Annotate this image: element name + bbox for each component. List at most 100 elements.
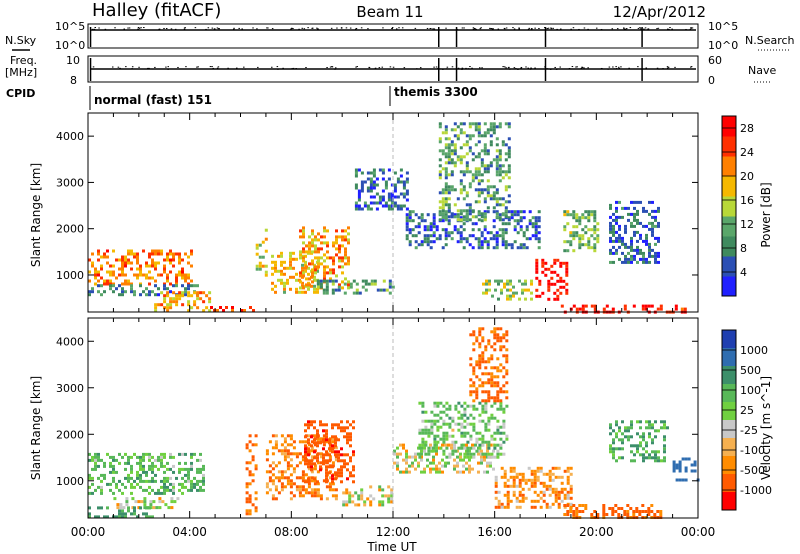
echo-cell xyxy=(492,206,496,210)
echo-cell xyxy=(560,499,564,503)
echo-cell xyxy=(313,290,316,294)
echo-cell xyxy=(421,440,425,444)
nave-point xyxy=(575,66,577,68)
power-echo-region xyxy=(438,122,511,222)
echo-cell xyxy=(304,488,308,492)
echo-cell xyxy=(630,423,633,427)
echo-cell xyxy=(298,452,302,456)
echo-cell xyxy=(424,425,428,429)
echo-cell xyxy=(289,275,292,279)
echo-cell xyxy=(509,279,512,283)
echo-cell xyxy=(163,267,166,271)
echo-cell xyxy=(471,215,475,219)
nave-point xyxy=(111,66,114,68)
echo-cell xyxy=(106,452,109,456)
echo-cell xyxy=(468,185,472,189)
echo-cell xyxy=(472,390,476,394)
echo-cell xyxy=(341,259,344,263)
echo-cell xyxy=(462,209,466,213)
echo-cell xyxy=(387,204,391,208)
echo-cell xyxy=(500,288,503,292)
echo-cell xyxy=(420,446,423,450)
echo-cell xyxy=(163,270,166,274)
echo-cell xyxy=(322,453,325,457)
echo-cell xyxy=(636,209,639,213)
echo-cell xyxy=(502,410,506,414)
colorbar-frame xyxy=(721,115,737,297)
echo-cell xyxy=(289,266,292,270)
echo-cell xyxy=(166,294,170,298)
echo-cell xyxy=(97,270,100,274)
nave-point xyxy=(633,68,635,70)
colorbar-tick-label: -100 xyxy=(740,444,765,457)
echo-cell xyxy=(408,455,411,459)
echo-cell xyxy=(457,446,461,450)
nave-point xyxy=(243,66,245,68)
echo-cell xyxy=(348,491,352,495)
echo-cell xyxy=(347,259,350,263)
freq-unit: [MHz] xyxy=(5,66,37,79)
echo-cell xyxy=(572,237,576,241)
echo-cell xyxy=(447,152,451,156)
echo-cell xyxy=(313,426,316,430)
echo-cell xyxy=(408,240,412,244)
echo-cell xyxy=(438,137,442,141)
echo-cell xyxy=(322,288,326,292)
echo-cell xyxy=(326,265,329,269)
echo-cell xyxy=(471,443,474,447)
echo-cell xyxy=(355,288,359,292)
echo-cell xyxy=(387,168,391,172)
echo-cell xyxy=(148,290,151,294)
echo-cell xyxy=(258,267,262,271)
echo-cell xyxy=(493,327,497,331)
echo-cell xyxy=(248,440,252,444)
echo-cell xyxy=(659,304,663,308)
echo-cell xyxy=(295,290,298,294)
echo-cell xyxy=(447,215,451,219)
echo-cell xyxy=(355,291,359,295)
echo-cell xyxy=(581,216,585,220)
echo-cell xyxy=(346,453,349,457)
echo-cell xyxy=(559,291,563,295)
echo-cell xyxy=(612,230,615,234)
echo-cell xyxy=(581,213,585,217)
echo-cell xyxy=(352,420,355,424)
echo-cell xyxy=(283,440,287,444)
echo-cell xyxy=(480,134,484,138)
nave-point xyxy=(546,68,549,70)
echo-cell xyxy=(557,490,561,494)
echo-cell xyxy=(430,431,434,435)
echo-cell xyxy=(530,291,533,295)
echo-cell xyxy=(484,452,488,456)
echo-cell xyxy=(423,225,427,229)
echo-cell xyxy=(130,290,133,294)
echo-cell xyxy=(127,258,130,262)
echo-cell xyxy=(172,488,175,492)
echo-cell xyxy=(505,369,509,373)
echo-cell xyxy=(332,259,335,263)
echo-cell xyxy=(340,471,343,475)
echo-cell xyxy=(505,348,509,352)
echo-cell xyxy=(295,464,299,468)
echo-cell xyxy=(116,506,120,510)
echo-cell xyxy=(298,485,302,489)
echo-cell xyxy=(320,241,323,245)
echo-cell xyxy=(436,440,440,444)
echo-cell xyxy=(663,423,666,427)
echo-cell xyxy=(539,469,543,473)
echo-cell xyxy=(681,457,685,461)
echo-cell xyxy=(142,488,145,492)
echo-cell xyxy=(157,293,160,297)
echo-cell xyxy=(642,447,645,451)
echo-cell xyxy=(325,461,329,465)
echo-cell xyxy=(430,419,434,423)
echo-cell xyxy=(169,258,172,262)
echo-cell xyxy=(478,366,482,370)
echo-cell xyxy=(181,270,184,274)
echo-cell xyxy=(329,256,332,260)
nsky-point xyxy=(623,28,626,30)
echo-cell xyxy=(299,286,302,290)
echo-cell xyxy=(311,229,314,233)
echo-cell xyxy=(615,423,618,427)
echo-cell xyxy=(94,515,97,519)
